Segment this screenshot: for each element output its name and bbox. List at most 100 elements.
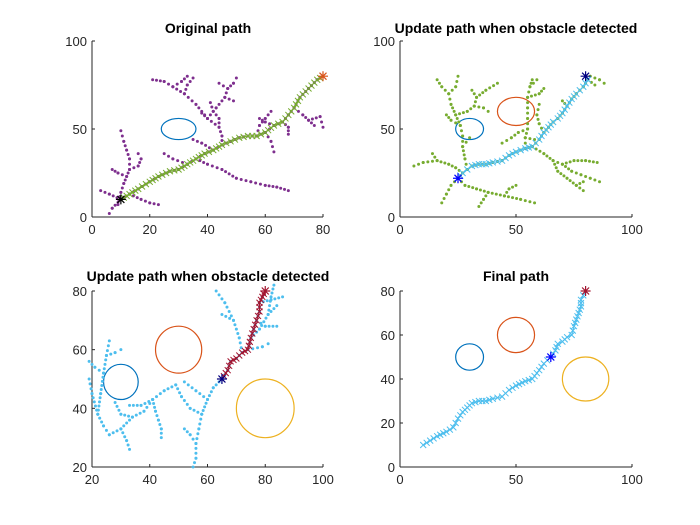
tree-node-point <box>223 95 227 99</box>
tree-node-point <box>270 145 274 149</box>
tree-node-point <box>206 116 209 120</box>
path-x-marker <box>201 150 208 157</box>
path-x-marker <box>222 139 230 147</box>
tree-node-point <box>439 160 443 164</box>
x-tick-label: 100 <box>621 222 643 237</box>
tree-node-point <box>490 191 494 195</box>
tree-node-point <box>320 120 324 124</box>
tree-node-point <box>562 174 566 178</box>
tree-node-point <box>103 362 107 366</box>
tree-node-point <box>412 164 416 168</box>
tree-node-point <box>139 197 143 201</box>
tree-node-point <box>283 187 286 191</box>
tree-node-point <box>257 116 261 120</box>
tree-node-point <box>122 182 126 186</box>
tree-node-point <box>526 111 530 115</box>
tree-node-point <box>266 312 270 316</box>
tree-node-point <box>467 184 471 188</box>
tree-node-point <box>560 99 564 103</box>
tree-node-point <box>593 76 597 80</box>
tree-node-point <box>113 400 117 404</box>
tree-node-point <box>90 392 94 396</box>
tree-node-point <box>135 403 139 407</box>
tree-node-point <box>167 154 171 158</box>
start-marker <box>216 374 227 384</box>
start-marker <box>115 194 126 205</box>
x-tick-label: 20 <box>85 472 99 487</box>
tree-node-point <box>572 159 576 163</box>
tree-node-point <box>185 83 189 87</box>
tree-node-point <box>195 139 199 143</box>
tree-node-point <box>110 206 114 210</box>
tree-node-point <box>515 197 519 201</box>
tree-node-point <box>268 304 272 308</box>
tree-node-point <box>148 401 152 405</box>
tree-node-point <box>110 167 114 171</box>
tree-node-point <box>563 165 567 169</box>
tree-node-point <box>486 109 490 113</box>
tree-node-point <box>529 94 533 98</box>
tree-node-point <box>307 118 311 122</box>
tree-node-point <box>254 181 258 185</box>
tree-node-point <box>286 129 290 133</box>
tree-node-point <box>571 181 575 185</box>
obstacle-circle <box>154 325 203 374</box>
path-x-marker <box>158 171 166 179</box>
tree-node-point <box>239 177 243 181</box>
tree-node-point <box>185 402 189 406</box>
tree-node-point <box>220 312 224 316</box>
tree-node-point <box>527 90 531 94</box>
tree-node-point <box>321 125 325 129</box>
tree-node-point <box>538 149 542 153</box>
tree-node-point <box>591 160 595 164</box>
tree-node-point <box>191 76 195 80</box>
tree-node-point <box>430 159 434 163</box>
tree-node-point <box>200 141 204 145</box>
path-x-marker <box>505 386 513 394</box>
tree-node-point <box>533 138 537 142</box>
tree-node-point <box>142 409 146 413</box>
tree-node-point <box>211 109 215 113</box>
tree-node-point <box>200 111 204 115</box>
tree-node-point <box>507 187 511 191</box>
tree-node-point <box>526 106 530 110</box>
path-x-marker <box>498 157 506 165</box>
tree-node-point <box>208 101 212 105</box>
tree-node-point <box>101 375 105 379</box>
path-x-marker <box>509 384 516 392</box>
tree-node-point <box>98 416 102 420</box>
chart-title: Update path when obstacle detected <box>87 268 330 284</box>
path-x-marker <box>290 104 298 112</box>
tree-node-point <box>184 87 188 91</box>
tree-node-point <box>119 412 123 416</box>
tree-node-point <box>578 186 582 190</box>
tree-node-point <box>224 91 228 95</box>
x-tick-label: 80 <box>258 472 272 487</box>
tree-node-point <box>138 411 142 415</box>
path-x-marker <box>452 419 460 427</box>
tree-node-point <box>565 176 569 180</box>
tree-node-point <box>215 166 219 170</box>
tree-node-point <box>537 122 541 126</box>
tree-node-point <box>117 408 121 412</box>
path-x-marker <box>134 185 142 193</box>
obstacle-circle <box>496 96 536 127</box>
tree-node-point <box>104 428 108 432</box>
tree-node-point <box>123 178 127 182</box>
tree-node-point <box>270 291 274 295</box>
tree-node-point <box>475 95 479 99</box>
tree-node-point <box>450 164 454 168</box>
tree-node-point <box>182 77 186 81</box>
tree-node-point <box>593 83 597 87</box>
tree-node-point <box>162 79 166 83</box>
tree-node-point <box>211 386 215 390</box>
tree-node-point <box>95 408 99 412</box>
tree-node-point <box>217 121 221 125</box>
tree-node-point <box>127 414 131 418</box>
tree-node-point <box>251 347 255 351</box>
tree-node-point <box>437 81 441 85</box>
tree-node-point <box>450 88 454 92</box>
tree-node-point <box>509 136 513 140</box>
tree-node-point <box>225 305 229 309</box>
path-x-marker <box>512 148 520 156</box>
